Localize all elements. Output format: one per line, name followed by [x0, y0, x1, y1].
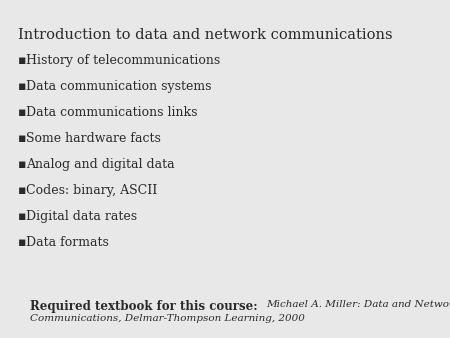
Text: Required textbook for this course:: Required textbook for this course: [30, 300, 266, 313]
Text: Data communication systems: Data communication systems [26, 80, 211, 93]
Text: Michael A. Miller: Data and Network: Michael A. Miller: Data and Network [266, 300, 450, 309]
Text: Analog and digital data: Analog and digital data [26, 158, 175, 171]
Text: ▪: ▪ [18, 236, 27, 249]
Text: Some hardware facts: Some hardware facts [26, 132, 161, 145]
Text: Digital data rates: Digital data rates [26, 210, 137, 223]
Text: ▪: ▪ [18, 106, 27, 119]
Text: ▪: ▪ [18, 132, 27, 145]
Text: Introduction to data and network communications: Introduction to data and network communi… [18, 28, 392, 42]
Text: Codes: binary, ASCII: Codes: binary, ASCII [26, 184, 157, 197]
Text: Data communications links: Data communications links [26, 106, 198, 119]
Text: ▪: ▪ [18, 54, 27, 67]
Text: ▪: ▪ [18, 80, 27, 93]
Text: ▪: ▪ [18, 158, 27, 171]
Text: Data formats: Data formats [26, 236, 109, 249]
Text: ▪: ▪ [18, 184, 27, 197]
Text: Communications, Delmar-Thompson Learning, 2000: Communications, Delmar-Thompson Learning… [30, 314, 305, 323]
Text: ▪: ▪ [18, 210, 27, 223]
Text: History of telecommunications: History of telecommunications [26, 54, 220, 67]
